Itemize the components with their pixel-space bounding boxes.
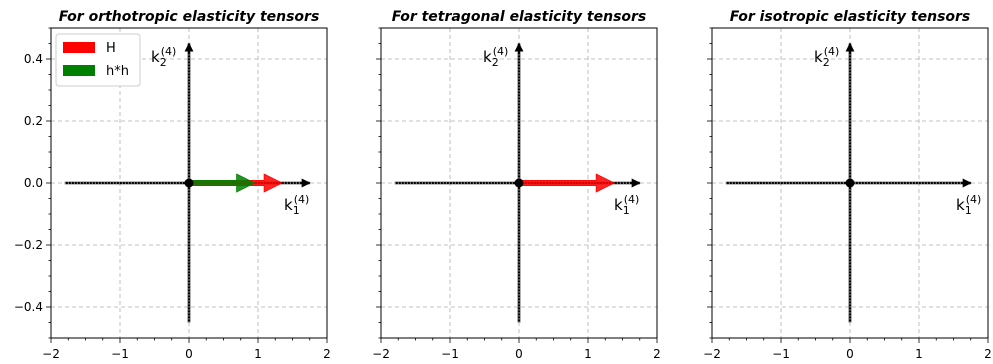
vertical-axis-label: k2(4)	[483, 45, 508, 69]
vertical-axis-label: k2(4)	[151, 45, 176, 69]
x-tick-label: 0	[185, 347, 193, 361]
legend: H h*h	[55, 33, 141, 87]
x-tick-label: 1	[254, 347, 262, 361]
legend-swatch-hh	[63, 65, 95, 76]
x-tick-label: −1	[772, 347, 790, 361]
panel-title: For tetragonal elasticity tensors	[392, 9, 647, 25]
x-tick-label: 1	[915, 347, 923, 361]
x-tick-label: −2	[372, 347, 390, 361]
x-tick-label: 0	[846, 347, 854, 361]
x-tick-label: 2	[984, 347, 992, 361]
panel-title: For orthotropic elasticity tensors	[59, 9, 320, 25]
horizontal-axis-label: k1(4)	[956, 193, 981, 217]
vertical-axis-label: k2(4)	[814, 45, 839, 69]
origin-point	[184, 178, 194, 188]
legend-label-h: H	[106, 41, 116, 56]
vector-hh	[188, 173, 256, 193]
x-tick-label: −2	[703, 347, 721, 361]
panel-title: For isotropic elasticity tensors	[730, 9, 971, 25]
panel-orthotropic: For orthotropic elasticity tensors −2 −1 0…	[14, 9, 331, 361]
y-tick-label: 0.0	[24, 176, 43, 190]
legend-swatch-h	[63, 42, 95, 53]
y-tick-label: 0.2	[24, 114, 43, 128]
legend-label-hh: h*h	[106, 64, 129, 79]
panel-tetragonal: For tetragonal elasticity tensors −2 −1 0 1…	[372, 9, 661, 361]
y-tick-label: −0.4	[14, 300, 43, 314]
x-tick-label: 2	[323, 347, 331, 361]
x-tick-label: −2	[42, 347, 60, 361]
horizontal-axis-label: k1(4)	[284, 193, 309, 217]
x-tick-label: −1	[441, 347, 459, 361]
x-tick-label: 0	[515, 347, 523, 361]
horizontal-axis-label: k1(4)	[614, 193, 639, 217]
y-tick-label: −0.2	[14, 238, 43, 252]
vector-h	[518, 173, 616, 193]
x-tick-label: 1	[584, 347, 592, 361]
panel-isotropic: For isotropic elasticity tensors −2 −1 0 1 2…	[703, 9, 992, 361]
x-tick-label: −1	[111, 347, 129, 361]
y-tick-label: 0.4	[24, 52, 43, 66]
x-tick-label: 2	[653, 347, 661, 361]
origin-point	[514, 178, 524, 188]
origin-point	[845, 178, 855, 188]
